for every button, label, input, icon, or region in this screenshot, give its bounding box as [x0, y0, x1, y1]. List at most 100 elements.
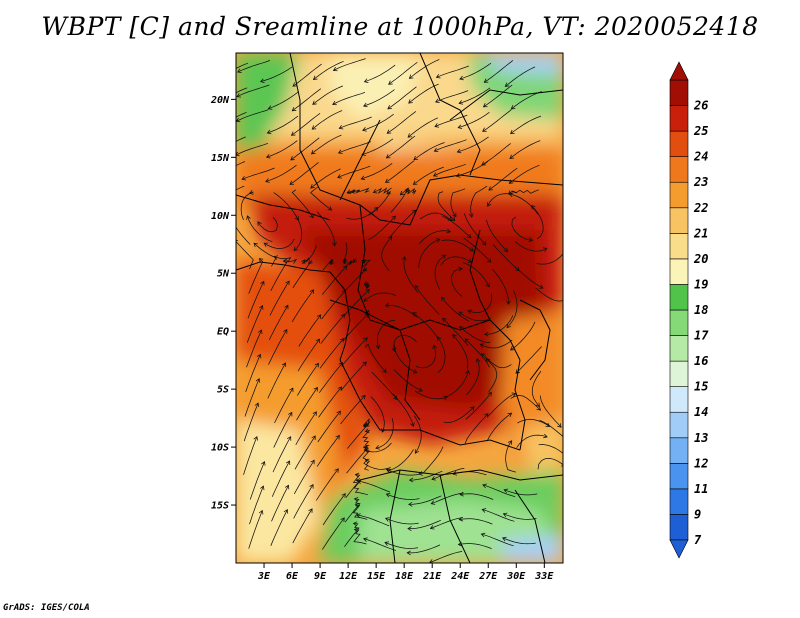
streamline-arrowhead [385, 517, 390, 522]
streamline-arrowhead [309, 289, 315, 294]
streamline-arrowhead [253, 436, 258, 441]
streamline [487, 393, 516, 417]
streamline-arrowhead [259, 485, 265, 491]
streamline-arrowhead [332, 100, 337, 106]
streamline [488, 167, 518, 191]
streamline [253, 242, 277, 267]
streamline [481, 353, 512, 369]
streamline [344, 498, 361, 523]
streamline-arrowhead [216, 127, 220, 131]
streamline-arrowhead [257, 221, 262, 226]
lon-tick-label: 21E [422, 571, 442, 582]
streamline-arrowhead [404, 187, 410, 193]
colorbar-label: 24 [693, 150, 708, 164]
streamline-arrowhead [545, 422, 551, 427]
streamline-arrowhead [452, 212, 457, 218]
lat-tick-label: 15S [211, 501, 229, 512]
streamline [482, 484, 516, 498]
streamline [294, 435, 316, 470]
streamline [452, 334, 469, 371]
streamline-arrowhead [561, 465, 563, 467]
streamline [321, 517, 345, 550]
streamline [408, 519, 441, 529]
streamline-arrowhead [346, 189, 352, 194]
streamline-arrowhead [484, 331, 489, 337]
streamline [381, 236, 392, 272]
streamline [393, 334, 417, 352]
colorbar-label: 26 [693, 99, 708, 113]
streamline [485, 358, 498, 393]
streamline [409, 59, 440, 79]
colorbar-swatch [669, 411, 689, 439]
streamline-arrowhead [459, 326, 464, 331]
streamline [506, 290, 518, 328]
streamline-arrowhead [458, 311, 464, 316]
country-border [439, 474, 471, 563]
streamline [293, 484, 314, 519]
streamline-arrowhead [431, 476, 436, 481]
streamline [243, 402, 259, 442]
streamline [503, 513, 537, 520]
streamline [458, 543, 492, 549]
colorbar-bottom-arrow [669, 539, 689, 559]
streamline [459, 493, 494, 500]
streamline-arrowhead [484, 413, 489, 418]
streamline [322, 258, 334, 271]
streamline [373, 187, 392, 194]
streamline-arrowhead [236, 151, 240, 157]
colorbar-label: 20 [693, 252, 708, 266]
streamline-arrowhead [412, 180, 418, 185]
streamline-arrowhead [283, 508, 289, 514]
streamline [376, 319, 396, 349]
streamline-arrowhead [287, 436, 292, 441]
streamline-arrowhead [502, 512, 508, 518]
streamline [267, 115, 299, 134]
colorbar-swatch [669, 130, 689, 157]
streamline [433, 163, 466, 177]
streamline [408, 495, 442, 505]
streamline-arrowhead [301, 259, 306, 264]
streamline-arrowhead [429, 525, 435, 530]
wbpt-field [236, 53, 563, 563]
colorbar-swatch [669, 105, 689, 132]
streamline-arrowhead [385, 467, 390, 473]
streamline-arrowhead [313, 386, 318, 392]
streamline-arrowhead [360, 175, 366, 181]
streamline [385, 160, 415, 183]
streamline [271, 460, 290, 497]
streamline-arrowhead [384, 302, 390, 308]
streamline [429, 551, 463, 563]
streamline-arrowhead [386, 129, 392, 134]
streamline-arrowhead [311, 435, 316, 441]
streamline [413, 142, 445, 160]
streamline-arrowhead [267, 105, 273, 110]
streamline-arrowhead [446, 228, 452, 234]
streamline [312, 85, 344, 105]
streamline-arrowhead [382, 368, 387, 374]
colorbar-label: 17 [694, 329, 709, 343]
lon-tick-label: 15E [367, 571, 386, 582]
streamline-arrowhead [385, 493, 391, 498]
streamline-arrowhead [487, 391, 492, 397]
streamline [344, 523, 360, 548]
streamline-arrowhead [309, 483, 314, 489]
streamline-arrowhead [337, 174, 342, 179]
colorbar-swatch [669, 360, 689, 387]
streamline [431, 468, 465, 480]
streamline [344, 268, 368, 293]
streamline-arrowhead [354, 472, 360, 478]
streamline [510, 115, 542, 134]
streamline [458, 311, 492, 322]
streamline [338, 141, 372, 154]
streamline-arrowhead [430, 500, 436, 505]
streamline [459, 62, 492, 80]
colorbar-label: 16 [694, 354, 708, 368]
streamline-arrowhead [363, 337, 368, 342]
streamline [248, 258, 264, 294]
country-border [339, 119, 381, 201]
streamline [265, 164, 297, 182]
colorbar-swatch [669, 258, 689, 285]
lat-tick-label: 10S [211, 443, 229, 454]
streamline [236, 87, 248, 94]
colorbar-swatch [669, 156, 689, 183]
